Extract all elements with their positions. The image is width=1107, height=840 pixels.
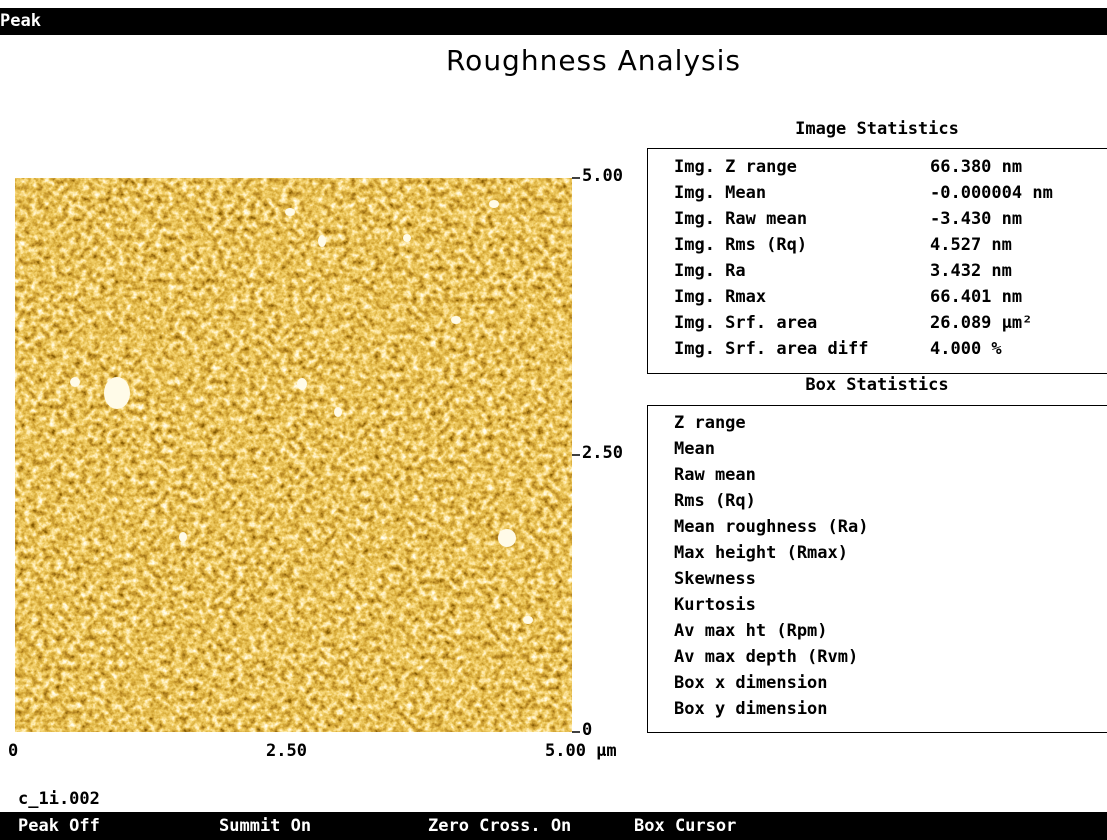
stat-label: Kurtosis [674,595,756,615]
image-view [0,160,640,800]
title: Roughness Analysis [0,44,1107,77]
stat-label: Box y dimension [674,699,828,719]
stat-label: Rms (Rq) [674,491,756,511]
y-axis-label: 0 [582,720,592,740]
stat-label: Z range [674,413,746,433]
stat-value: 4.527 nm [930,235,1012,255]
box-stats-title: Box Statistics [647,375,1107,395]
stat-label: Img. Srf. area [674,313,817,333]
stat-label: Mean [674,439,715,459]
x-axis-label: 5.00 µm [545,741,617,761]
status-item[interactable]: Box Cursor [634,812,736,840]
stat-label: Img. Raw mean [674,209,807,229]
status-item[interactable]: Zero Cross. On [428,812,571,840]
box-stats-panel: Z range Mean Raw mean Rms (Rq) Mean roughnes… [647,405,1107,733]
x-axis-label: 0 [8,741,18,761]
stat-value: 4.000 % [930,339,1002,359]
stat-label: Mean roughness (Ra) [674,517,868,537]
x-axis-label: 2.50 [266,741,307,761]
stat-label: Img. Mean [674,183,766,203]
stat-value: 66.401 nm [930,287,1022,307]
stat-label: Av max depth (Rvm) [674,647,858,667]
status-bar: Peak Off Summit On Zero Cross. On Box Curso… [0,812,1107,840]
stat-label: Img. Rms (Rq) [674,235,807,255]
stat-label: Raw mean [674,465,756,485]
stat-value: 66.380 nm [930,157,1022,177]
image-stats-title: Image Statistics [647,119,1107,139]
stat-label: Max height (Rmax) [674,543,848,563]
stat-label: Img. Ra [674,261,746,281]
stat-label: Img. Z range [674,157,797,177]
stat-label: Img. Srf. area diff [674,339,868,359]
stat-value: 3.432 nm [930,261,1012,281]
stat-value: -0.000004 nm [930,183,1053,203]
image-stats-panel: Img. Z range 66.380 nm Img. Mean -0.000004 … [647,148,1107,374]
y-axis-label: 2.50 [582,443,623,463]
menu-item[interactable]: Peak [0,8,1107,35]
page: PeakSurface AreaSummitZero CrossingStopb… [0,0,1107,840]
y-axis-label: 5.00 [582,166,623,186]
stat-label: Skewness [674,569,756,589]
stat-value: 26.089 µm² [930,313,1032,333]
stat-label: Box x dimension [674,673,828,693]
menu-item[interactable]: Zero Crossing [0,89,1107,116]
afm-image [15,178,572,732]
stat-label: Img. Rmax [674,287,766,307]
status-item[interactable]: Peak Off [18,812,100,840]
stat-value: -3.430 nm [930,209,1022,229]
filename: c_1i.002 [18,789,100,809]
status-item[interactable]: Summit On [219,812,311,840]
axis-ticks [572,178,580,732]
stat-label: Av max ht (Rpm) [674,621,828,641]
